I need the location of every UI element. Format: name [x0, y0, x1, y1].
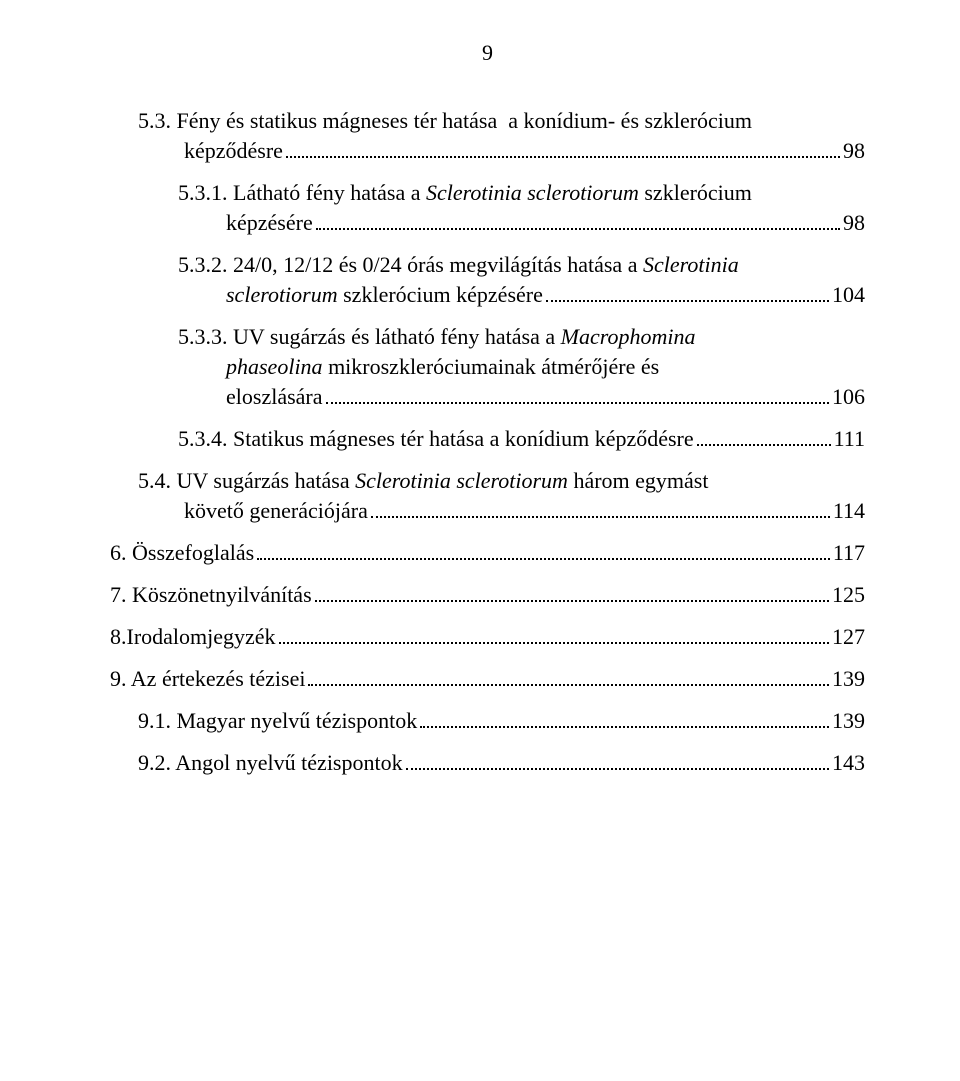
toc-entry: 7. Köszönetnyilvánítás 125: [110, 584, 865, 606]
toc-page: 143: [832, 752, 865, 774]
toc-label: eloszlására: [226, 386, 323, 408]
toc-label: 9.2. Angol nyelvű tézispontok: [138, 752, 403, 774]
toc-entry-continuation: phaseolina mikroszkleróciumainak átmérőj…: [110, 356, 865, 378]
toc-label: 5.3.2. 24/0, 12/12 és 0/24 órás megvilág…: [178, 254, 739, 276]
document-page: 9 5.3. Fény és statikus mágneses tér hat…: [0, 0, 960, 1081]
toc-entry: 6. Összefoglalás 117: [110, 542, 865, 564]
toc-leader: [316, 216, 840, 230]
toc-label: képződésre: [184, 140, 283, 162]
toc-leader: [546, 288, 829, 302]
toc-label: képzésére: [226, 212, 313, 234]
toc-page: 139: [832, 710, 865, 732]
toc-leader: [286, 144, 840, 158]
toc-leader: [326, 390, 830, 404]
toc-page: 127: [832, 626, 865, 648]
toc-page: 117: [833, 542, 865, 564]
toc-page: 139: [832, 668, 865, 690]
toc-entry-continuation: sclerotiorum szklerócium képzésére 104: [110, 284, 865, 306]
toc-label: 9.1. Magyar nyelvű tézispontok: [138, 710, 417, 732]
toc-entry: 5.4. UV sugárzás hatása Sclerotinia scle…: [110, 470, 865, 492]
toc-entry: 5.3.4. Statikus mágneses tér hatása a ko…: [110, 428, 865, 450]
toc-leader: [406, 756, 829, 770]
toc-leader: [308, 672, 829, 686]
toc-entry: 9.2. Angol nyelvű tézispontok 143: [110, 752, 865, 774]
toc-page: 104: [832, 284, 865, 306]
toc-label: sclerotiorum szklerócium képzésére: [226, 284, 543, 306]
toc-page: 106: [832, 386, 865, 408]
toc-label: 5.3. Fény és statikus mágneses tér hatás…: [138, 110, 752, 132]
toc-entry-continuation: képződésre 98: [110, 140, 865, 162]
toc-entry-continuation: képzésére 98: [110, 212, 865, 234]
toc-page: 114: [833, 500, 865, 522]
toc-entry: 5.3.2. 24/0, 12/12 és 0/24 órás megvilág…: [110, 254, 865, 276]
page-number: 9: [110, 40, 865, 66]
toc-label: phaseolina mikroszkleróciumainak átmérőj…: [226, 356, 659, 378]
toc-label: 5.3.1. Látható fény hatása a Sclerotinia…: [178, 182, 752, 204]
toc-leader: [420, 714, 829, 728]
toc-page: 98: [843, 140, 865, 162]
toc-entry-continuation: követő generációjára 114: [110, 500, 865, 522]
toc-label: 5.3.3. UV sugárzás és látható fény hatás…: [178, 326, 695, 348]
toc-label: 5.4. UV sugárzás hatása Sclerotinia scle…: [138, 470, 708, 492]
toc-label: követő generációjára: [184, 500, 368, 522]
toc-label: 9. Az értekezés tézisei: [110, 668, 305, 690]
toc-label: 6. Összefoglalás: [110, 542, 254, 564]
toc-leader: [257, 546, 830, 560]
toc-leader: [279, 630, 829, 644]
toc-page: 111: [834, 428, 865, 450]
toc-entry: 5.3.1. Látható fény hatása a Sclerotinia…: [110, 182, 865, 204]
toc-entry: 5.3. Fény és statikus mágneses tér hatás…: [110, 110, 865, 132]
toc-entry: 9. Az értekezés tézisei 139: [110, 668, 865, 690]
toc-entry: 5.3.3. UV sugárzás és látható fény hatás…: [110, 326, 865, 348]
toc-entry: 9.1. Magyar nyelvű tézispontok 139: [110, 710, 865, 732]
toc-page: 125: [832, 584, 865, 606]
toc-page: 98: [843, 212, 865, 234]
toc-entry-continuation: eloszlására 106: [110, 386, 865, 408]
toc-leader: [315, 588, 829, 602]
toc-leader: [371, 504, 830, 518]
toc-label: 7. Köszönetnyilvánítás: [110, 584, 312, 606]
toc-leader: [697, 432, 831, 446]
toc-label: 8.Irodalomjegyzék: [110, 626, 276, 648]
toc-entry: 8.Irodalomjegyzék 127: [110, 626, 865, 648]
toc-label: 5.3.4. Statikus mágneses tér hatása a ko…: [178, 428, 694, 450]
